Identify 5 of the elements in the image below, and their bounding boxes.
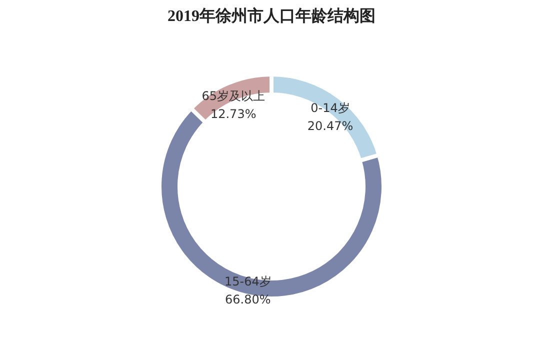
chart-title: 2019年徐州市人口年龄结构图 (168, 7, 376, 25)
data-label: 20.47% (307, 119, 354, 134)
slice-label: 0-14岁 (310, 101, 350, 116)
data-label: 12.73% (210, 107, 256, 122)
data-label: 66.80% (225, 292, 271, 307)
